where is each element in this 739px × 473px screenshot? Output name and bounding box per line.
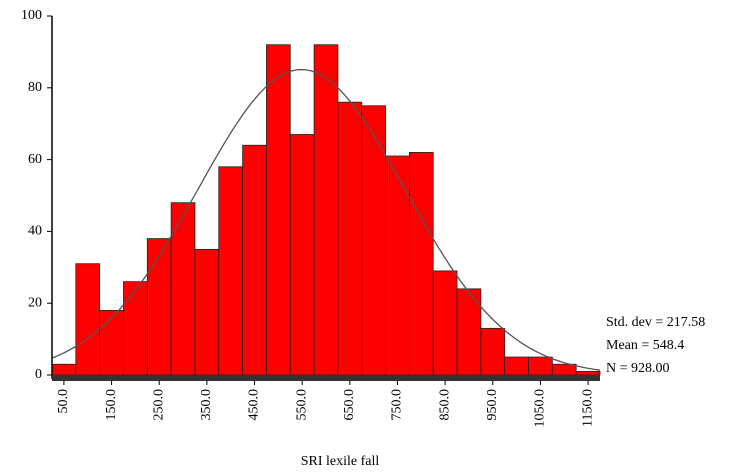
bar	[504, 356, 529, 376]
y-tick-label: 40	[28, 224, 42, 239]
x-axis	[52, 375, 600, 381]
bar	[51, 363, 77, 376]
bar	[432, 270, 458, 376]
y-tick-label: 60	[28, 152, 42, 167]
bar	[313, 44, 339, 376]
x-tick-label: 950.0	[485, 389, 500, 421]
bar	[528, 356, 553, 376]
bar	[266, 44, 291, 376]
bar	[194, 248, 220, 376]
y-tick-label: 0	[35, 367, 42, 382]
bar	[146, 238, 172, 376]
x-tick-label: 150.0	[104, 389, 119, 421]
y-tick-label: 20	[28, 295, 42, 310]
stat-label: Std. dev = 217.58	[606, 315, 705, 330]
x-axis-title: SRI lexile fall	[301, 454, 380, 469]
bar	[551, 363, 577, 376]
x-tick-label: 450.0	[247, 389, 262, 421]
x-tick-label: 250.0	[151, 389, 166, 421]
x-tick-label: 650.0	[342, 389, 357, 421]
stat-label: N = 928.00	[606, 361, 670, 376]
normal-curve	[51, 68, 601, 371]
x-tick-label: 1150.0	[580, 389, 595, 427]
bar	[75, 263, 101, 376]
x-tick-label: 1050.0	[533, 389, 548, 428]
stat-label: Mean = 548.4	[606, 338, 684, 353]
bar	[361, 105, 386, 376]
bar	[123, 281, 148, 376]
bar	[337, 101, 363, 376]
bar	[575, 371, 601, 376]
y-tick-label: 80	[28, 80, 42, 95]
bar	[289, 134, 315, 376]
bar	[480, 327, 506, 376]
bar	[170, 202, 196, 376]
bar	[242, 144, 267, 376]
y-tick-label: 100	[21, 8, 42, 23]
x-tick-label: 750.0	[390, 389, 405, 421]
x-tick-label: 850.0	[437, 389, 452, 421]
bar	[385, 155, 410, 376]
x-tick-label: 350.0	[199, 389, 214, 421]
bar	[408, 152, 434, 376]
x-tick-label: 550.0	[294, 389, 309, 421]
bar	[218, 166, 244, 376]
x-tick-label: 50.0	[56, 389, 71, 414]
bar	[99, 309, 124, 376]
